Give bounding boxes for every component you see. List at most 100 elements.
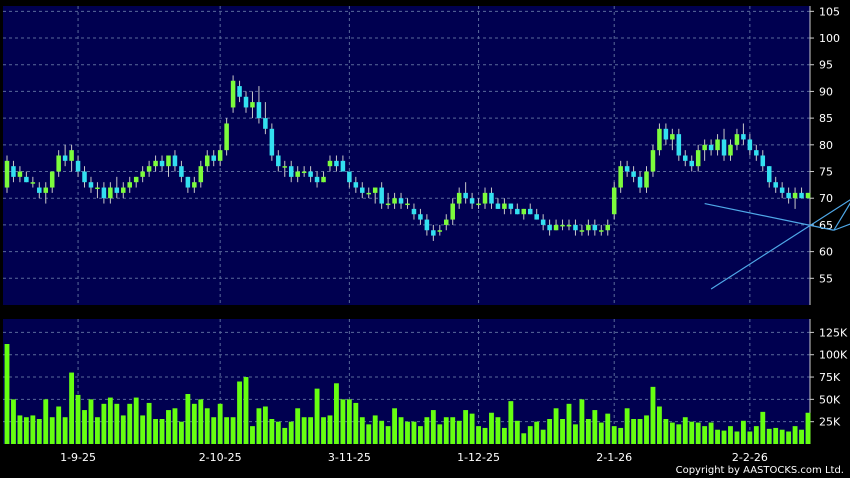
volume-bar <box>669 422 675 444</box>
candle-body <box>366 192 372 195</box>
candle-body <box>631 171 636 177</box>
volume-bar <box>379 420 385 444</box>
candle-body <box>805 192 811 199</box>
candle-body <box>127 182 132 188</box>
volume-bar <box>178 421 184 444</box>
volume-bar <box>327 415 333 444</box>
volume-bar <box>224 417 230 444</box>
candle-body <box>75 160 81 172</box>
price-tick-label: 90 <box>819 85 833 98</box>
volume-bar <box>495 417 501 444</box>
volume-bar <box>101 403 107 444</box>
candle-body <box>540 219 546 225</box>
volume-bar <box>36 419 42 444</box>
volume-bar <box>773 427 779 444</box>
candle-body <box>450 203 455 220</box>
candle-body <box>792 192 798 199</box>
candle-body <box>347 171 352 183</box>
candle-body <box>482 192 488 204</box>
candle-body <box>424 219 430 231</box>
candle-body <box>405 203 410 206</box>
volume-bar <box>198 399 204 444</box>
volume-bar <box>799 429 804 444</box>
candle-body <box>547 224 552 231</box>
volume-bar <box>547 419 553 444</box>
volume-bar <box>598 422 604 444</box>
volume-bar <box>443 417 449 444</box>
candle-body <box>263 118 268 129</box>
candle-body <box>62 155 68 161</box>
volume-bar <box>405 421 410 444</box>
candle-body <box>108 187 113 199</box>
candle-body <box>760 155 766 167</box>
candle-body <box>237 86 242 97</box>
volume-bar <box>592 410 598 444</box>
volume-bar <box>430 410 436 444</box>
candle-body <box>385 203 391 206</box>
volume-bar <box>527 426 533 444</box>
candle-body <box>11 166 16 177</box>
candle-body <box>702 144 707 151</box>
candle-body <box>82 171 87 183</box>
date-tick-label: 3-11-25 <box>328 451 371 464</box>
volume-bar <box>217 403 223 444</box>
volume-bar <box>631 419 637 444</box>
volume-bar <box>30 415 36 444</box>
volume-bar <box>708 422 714 444</box>
volume-bar <box>359 417 365 444</box>
volume-bar <box>140 415 146 444</box>
volume-bar <box>676 424 682 444</box>
volume-bar <box>657 406 662 444</box>
candle-body <box>650 150 656 172</box>
candle-body <box>508 203 514 209</box>
candle-body <box>521 208 527 215</box>
volume-bar <box>786 431 792 444</box>
volume-bar <box>534 421 540 444</box>
candle-body <box>56 155 61 172</box>
volume-bar <box>262 406 268 444</box>
price-tick-label: 95 <box>819 59 833 72</box>
candle-body <box>379 187 384 204</box>
candle-body <box>159 160 165 167</box>
trendline <box>710 199 850 290</box>
volume-tick-label: 100K <box>819 349 848 362</box>
volume-bar <box>69 372 75 444</box>
volume-bar <box>740 420 746 444</box>
candle-body <box>489 192 494 204</box>
volume-bar <box>237 381 242 444</box>
volume-bar <box>734 431 740 444</box>
volume-bar <box>611 426 617 444</box>
candle-body <box>30 182 36 184</box>
price-panel: 55 60 65 70 75 80 85 90 95 100 105 <box>3 5 850 305</box>
candle-body <box>495 203 501 209</box>
volume-bar <box>43 399 49 444</box>
candle-body <box>230 80 236 108</box>
candle-body <box>153 160 158 167</box>
candle-body <box>43 187 49 193</box>
volume-bar <box>185 394 191 444</box>
candle-body <box>49 171 55 188</box>
candle-body <box>243 96 249 108</box>
volume-bar <box>56 406 62 444</box>
date-tick-label: 1-12-25 <box>457 451 500 464</box>
volume-bar <box>663 419 669 444</box>
candle-body <box>172 155 178 167</box>
volume-bar <box>728 426 733 444</box>
price-tick-label: 85 <box>819 112 833 125</box>
volume-bar <box>721 430 727 444</box>
candle-body <box>676 134 682 156</box>
candle-body <box>372 187 378 193</box>
candle-body <box>179 166 184 177</box>
candle-body <box>734 134 740 145</box>
volume-bar <box>321 417 326 444</box>
copyright-text: Copyright by AASTOCKS.com Ltd. <box>675 465 844 476</box>
volume-panel: 25K 50K 75K 100K 125K <box>3 319 848 444</box>
volume-bar <box>489 412 494 444</box>
volume-bar <box>715 429 720 444</box>
date-tick-label: 2-2-26 <box>732 451 768 464</box>
candle-body <box>456 192 462 204</box>
candle-body <box>217 150 223 161</box>
volume-bar <box>230 417 236 444</box>
volume-bar <box>779 429 785 444</box>
candle-body <box>799 192 804 199</box>
